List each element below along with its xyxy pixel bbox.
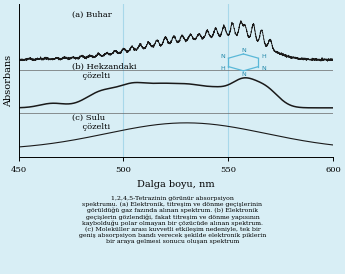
Text: (b) Hekzandaki
    çözelti: (b) Hekzandaki çözelti bbox=[72, 63, 137, 80]
Text: H: H bbox=[220, 66, 225, 71]
Text: 1,2,4,5-Tetrazinin görünür absorpsiyon
spektrumu. (a) Elektronik, titreşim ve dö: 1,2,4,5-Tetrazinin görünür absorpsiyon s… bbox=[79, 196, 266, 244]
Text: N: N bbox=[241, 48, 246, 53]
X-axis label: Dalga boyu, nm: Dalga boyu, nm bbox=[137, 180, 215, 189]
Text: N: N bbox=[262, 66, 266, 71]
Text: H: H bbox=[262, 54, 266, 59]
Text: N: N bbox=[220, 54, 225, 59]
Y-axis label: Absorbans: Absorbans bbox=[4, 55, 13, 107]
Text: N: N bbox=[241, 72, 246, 76]
Text: (c) Sulu
    çözelti: (c) Sulu çözelti bbox=[72, 114, 110, 131]
Text: (a) Buhar: (a) Buhar bbox=[72, 11, 112, 19]
